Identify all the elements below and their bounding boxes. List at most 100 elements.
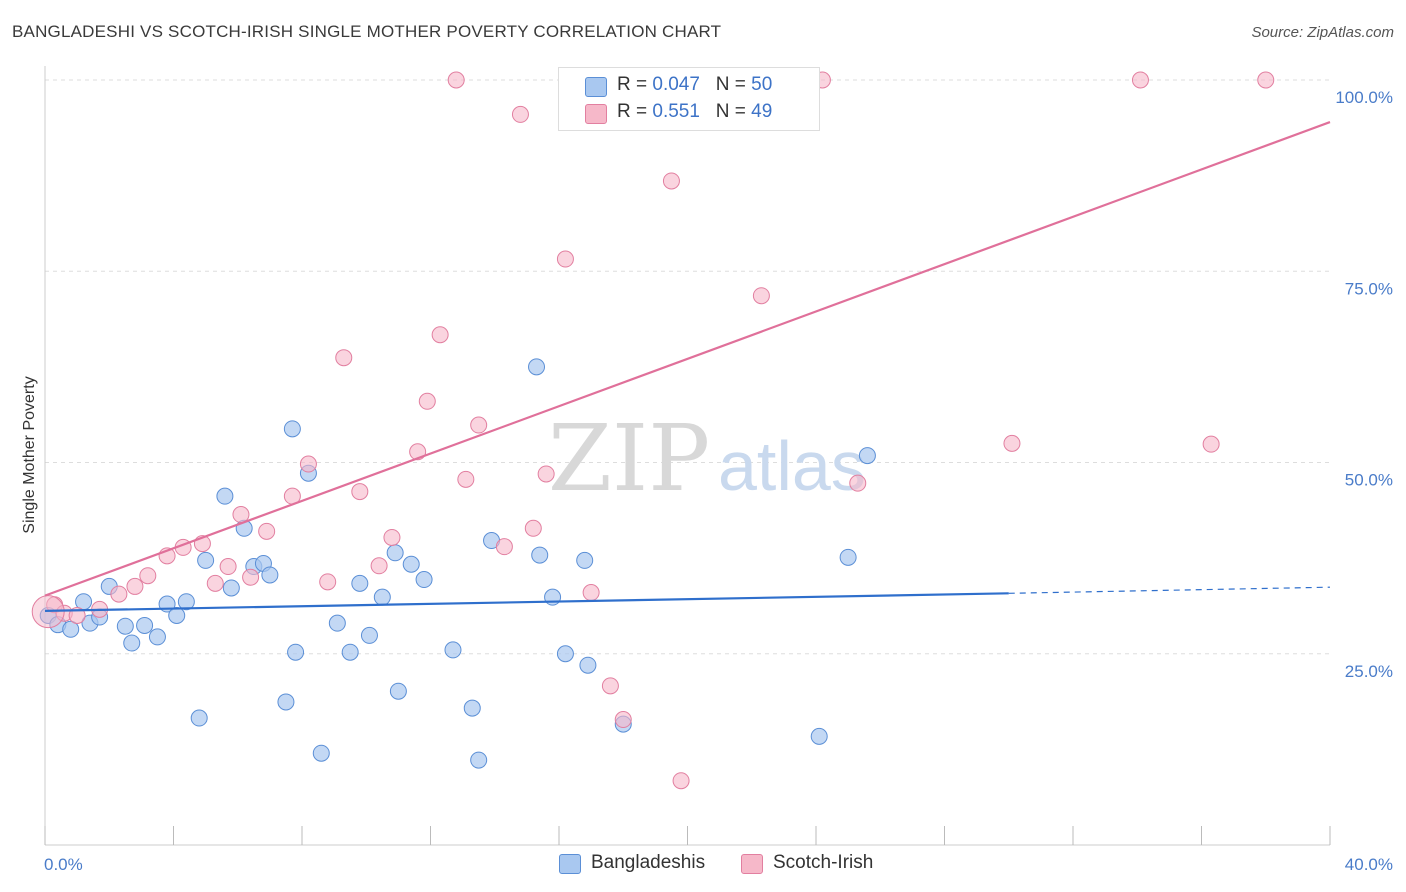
point-scotch-irish bbox=[299, 455, 317, 473]
point-bangladeshis bbox=[810, 727, 828, 745]
tick-labels: 25.0% 50.0% 75.0% 100.0% 0.0% 40.0% bbox=[44, 88, 1393, 874]
point-bangladeshis bbox=[62, 620, 80, 638]
grid-lines bbox=[45, 79, 1330, 655]
trend-line-bangladeshis bbox=[44, 592, 1009, 613]
point-bangladeshis bbox=[136, 616, 154, 634]
x-tick-label: 0.0% bbox=[44, 855, 83, 874]
bottom-legend-label: Bangladeshis bbox=[591, 852, 706, 873]
series-bangladeshis bbox=[39, 358, 876, 769]
point-bangladeshis bbox=[116, 617, 134, 635]
watermark-atlas: atlas bbox=[718, 427, 866, 505]
legend-swatch-pink bbox=[585, 104, 607, 124]
point-scotch-irish bbox=[582, 584, 600, 602]
legend-swatch-blue bbox=[585, 77, 607, 97]
point-bangladeshis bbox=[277, 693, 295, 711]
point-bangladeshis bbox=[190, 709, 208, 727]
y-tick-label: 50.0% bbox=[1345, 471, 1393, 490]
point-scotch-irish bbox=[1202, 435, 1220, 453]
legend-r-label: R = bbox=[617, 74, 653, 95]
point-scotch-irish bbox=[524, 519, 542, 537]
trend-lines bbox=[44, 121, 1331, 613]
point-bangladeshis bbox=[556, 645, 574, 663]
point-scotch-irish bbox=[418, 392, 436, 410]
point-scotch-irish bbox=[335, 349, 353, 367]
point-bangladeshis bbox=[197, 551, 215, 569]
y-tick-label: 75.0% bbox=[1345, 279, 1393, 298]
point-bangladeshis bbox=[386, 544, 404, 562]
point-bangladeshis bbox=[360, 626, 378, 644]
point-bangladeshis bbox=[415, 571, 433, 589]
point-scotch-irish bbox=[242, 568, 260, 586]
point-bangladeshis bbox=[123, 634, 141, 652]
y-tick-label: 100.0% bbox=[1335, 88, 1393, 107]
point-bangladeshis bbox=[216, 487, 234, 505]
y-axis-label: Single Mother Poverty bbox=[21, 376, 38, 533]
point-bangladeshis bbox=[531, 546, 549, 564]
point-bangladeshis bbox=[222, 579, 240, 597]
legend-r-label: R = bbox=[617, 101, 653, 122]
point-scotch-irish bbox=[139, 567, 157, 585]
legend-n-label: N = bbox=[715, 74, 752, 95]
point-bangladeshis bbox=[373, 588, 391, 606]
point-scotch-irish bbox=[232, 506, 250, 524]
point-scotch-irish bbox=[495, 538, 513, 556]
point-scotch-irish bbox=[457, 470, 475, 488]
point-bangladeshis bbox=[858, 447, 876, 465]
x-tick-label: 40.0% bbox=[1345, 855, 1393, 874]
legend-n-label: N = bbox=[715, 101, 752, 122]
point-bangladeshis bbox=[177, 593, 195, 611]
point-scotch-irish bbox=[206, 574, 224, 592]
trend-line-scotch-irish bbox=[44, 121, 1331, 597]
point-scotch-irish bbox=[601, 677, 619, 695]
point-bangladeshis bbox=[341, 643, 359, 661]
point-bangladeshis bbox=[579, 656, 597, 674]
point-scotch-irish bbox=[470, 416, 488, 434]
legend-r-value: 0.551 bbox=[652, 101, 700, 122]
point-scotch-irish bbox=[110, 585, 128, 603]
point-scotch-irish bbox=[126, 577, 144, 595]
point-bangladeshis bbox=[168, 607, 186, 624]
point-bangladeshis bbox=[576, 551, 594, 569]
point-scotch-irish bbox=[258, 522, 276, 540]
point-bangladeshis bbox=[389, 682, 407, 700]
point-scotch-irish bbox=[849, 474, 867, 492]
point-scotch-irish bbox=[319, 573, 337, 591]
point-bangladeshis bbox=[528, 358, 546, 376]
chart-title: BANGLADESHI VS SCOTCH-IRISH SINGLE MOTHE… bbox=[12, 22, 722, 41]
point-bangladeshis bbox=[283, 420, 301, 438]
bottom-legend-swatch-pink bbox=[741, 854, 763, 874]
point-bangladeshis bbox=[287, 643, 305, 661]
point-scotch-irish bbox=[219, 558, 237, 576]
point-bangladeshis bbox=[839, 548, 857, 566]
point-bangladeshis bbox=[312, 744, 330, 762]
bottom-legend-label: Scotch-Irish bbox=[773, 852, 874, 873]
point-scotch-irish bbox=[1131, 71, 1149, 89]
point-scotch-irish bbox=[1003, 434, 1021, 452]
point-bangladeshis bbox=[261, 566, 279, 584]
point-bangladeshis bbox=[470, 751, 488, 769]
source-credit: Source: ZipAtlas.com bbox=[1251, 24, 1394, 41]
point-scotch-irish bbox=[556, 250, 574, 268]
bottom-legend-swatch-blue bbox=[559, 854, 581, 874]
point-bangladeshis bbox=[351, 574, 369, 592]
point-scotch-irish bbox=[537, 465, 555, 483]
legend-r-value: 0.047 bbox=[652, 74, 700, 95]
watermark-zip: ZIP bbox=[548, 405, 710, 512]
point-bangladeshis bbox=[402, 555, 420, 573]
point-scotch-irish bbox=[511, 105, 529, 123]
point-scotch-irish bbox=[68, 607, 86, 624]
point-scotch-irish bbox=[447, 71, 465, 89]
point-scotch-irish bbox=[614, 711, 632, 729]
point-scotch-irish bbox=[431, 326, 449, 344]
point-scotch-irish bbox=[672, 772, 690, 790]
point-bangladeshis bbox=[463, 699, 481, 717]
point-bangladeshis bbox=[444, 641, 462, 659]
point-scotch-irish bbox=[662, 172, 680, 190]
trend-extension-bangladeshis bbox=[1008, 586, 1331, 594]
axes bbox=[44, 66, 1331, 846]
point-scotch-irish bbox=[351, 483, 369, 501]
point-scotch-irish bbox=[1257, 71, 1275, 89]
point-bangladeshis bbox=[148, 628, 166, 646]
point-bangladeshis bbox=[328, 614, 346, 632]
